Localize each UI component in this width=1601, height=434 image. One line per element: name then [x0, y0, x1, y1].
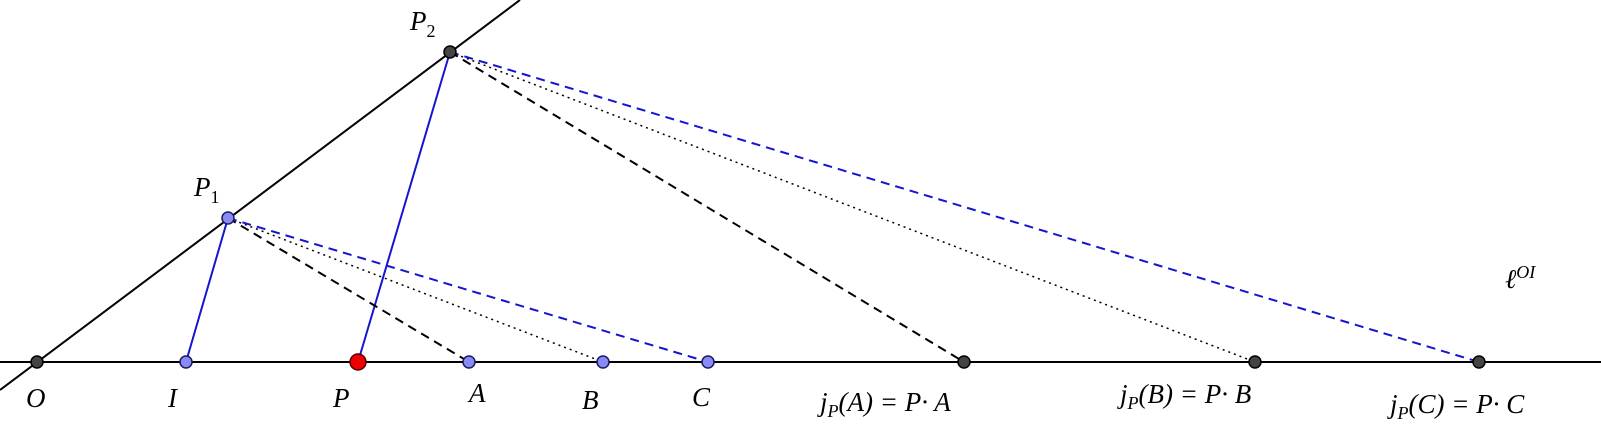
label-base: ℓ: [1505, 264, 1517, 294]
point-label: O: [26, 383, 46, 413]
point-label: A: [467, 378, 486, 408]
label-sub: 2: [427, 21, 436, 41]
point: [957, 355, 971, 369]
segment-i-p1: [185, 217, 229, 363]
point: [596, 355, 610, 369]
label-sub: P: [827, 401, 839, 421]
label-base: P: [409, 6, 427, 36]
point-label: jP(B) = P· B: [1117, 379, 1251, 413]
point: [443, 45, 457, 59]
point-label: B: [582, 385, 599, 415]
label-sup: OI: [1516, 262, 1536, 282]
dotted-p2-jb: [449, 51, 1256, 363]
label-sub: P: [1397, 403, 1409, 423]
label-rest: (B) = P· B: [1139, 379, 1252, 409]
point-label: P2: [409, 6, 436, 41]
dashed-p2-ja: [449, 51, 965, 363]
point-label: C: [692, 382, 711, 412]
line-label: ℓOI: [1505, 262, 1536, 294]
label-base: P: [193, 172, 211, 202]
label-sub: P: [1127, 393, 1139, 413]
point: [179, 355, 193, 369]
dashed-p2-jc: [449, 51, 1480, 363]
point-label: I: [167, 383, 179, 413]
label-base: j: [1387, 389, 1398, 419]
point: [1472, 355, 1486, 369]
point: [349, 353, 367, 371]
point: [701, 355, 715, 369]
point-label: jP(A) = P· A: [817, 387, 951, 421]
point-label: jP(C) = P· C: [1387, 389, 1525, 423]
point-label: P1: [193, 172, 220, 207]
dashed-p1-a: [227, 217, 470, 363]
label-rest: (A) = P· A: [839, 387, 952, 417]
dashed-p1-c: [227, 217, 709, 363]
label-rest: (C) = P· C: [1409, 389, 1526, 419]
point-label: P: [332, 383, 350, 413]
point: [1248, 355, 1262, 369]
label-base: j: [817, 387, 828, 417]
point: [462, 355, 476, 369]
dotted-p1-b: [227, 217, 604, 363]
label-base: j: [1117, 379, 1128, 409]
label-sub: 1: [211, 187, 220, 207]
point: [221, 211, 235, 225]
segment-p-p2: [357, 51, 451, 363]
point: [30, 355, 44, 369]
line-oi: [0, 0, 521, 391]
